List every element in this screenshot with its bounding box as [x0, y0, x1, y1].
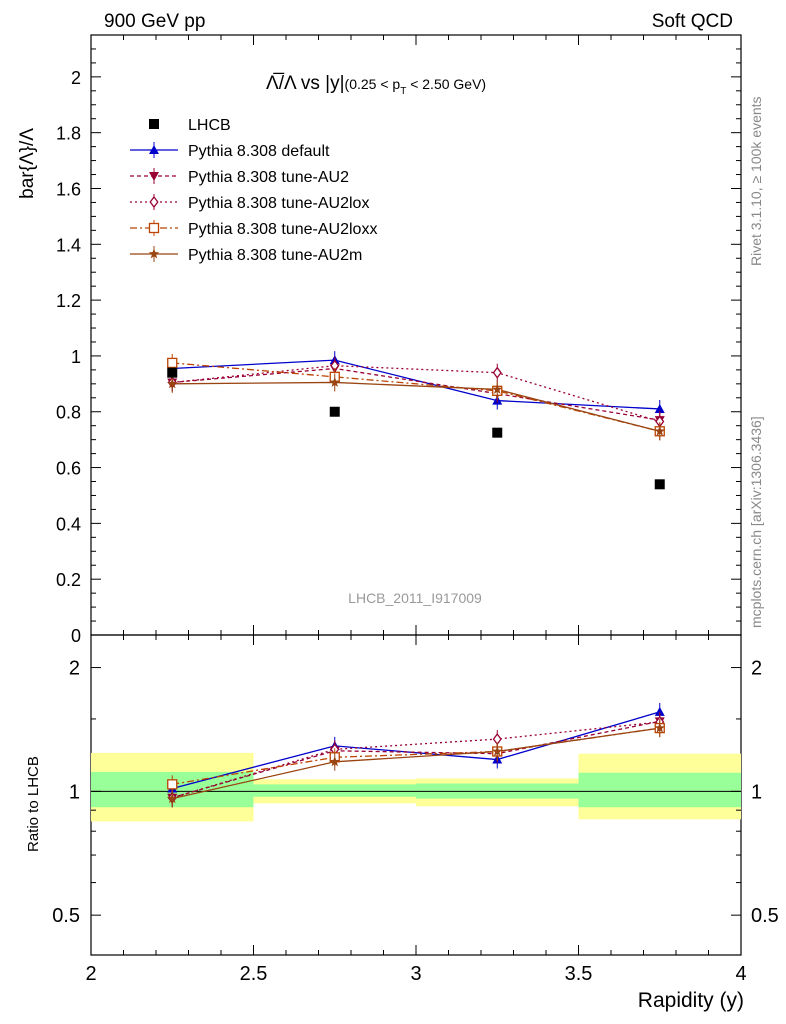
- x-tick-label: 3: [410, 963, 421, 985]
- ratio-y-axis-label: Ratio to LHCB: [25, 756, 42, 852]
- series-point: [492, 383, 503, 394]
- legend-marker: [149, 119, 159, 129]
- legend-label: Pythia 8.308 default: [188, 143, 330, 160]
- rivet-label: Rivet 3.1.10, ≥ 100k events: [748, 96, 764, 266]
- mcplots-label: mcplots.cern.ch [arXiv:1306.3436]: [748, 416, 764, 628]
- legend-label: Pythia 8.308 tune-AU2loxx: [188, 221, 377, 238]
- ratio-point: [167, 779, 178, 790]
- x-tick-label: 4: [735, 963, 746, 985]
- ratio-band-inner: [578, 772, 741, 808]
- ratio-band-inner: [253, 784, 416, 797]
- title-main: Λ̅/Λ vs |y|: [266, 73, 345, 94]
- y-tick-label: 2: [71, 68, 81, 88]
- ratio-tick-label: 2: [751, 658, 762, 680]
- data-point: [167, 367, 178, 378]
- ratio-point: [329, 756, 340, 767]
- y-tick-label: 0.8: [56, 403, 81, 423]
- x-tick-label: 2.5: [240, 963, 268, 985]
- y-tick-label: 0.6: [56, 459, 81, 479]
- y-tick-label: 0.4: [56, 514, 81, 534]
- title-sub: (0.25 < p: [345, 76, 401, 92]
- series-point: [329, 376, 340, 387]
- legend-label: Pythia 8.308 tune-AU2lox: [188, 195, 369, 212]
- series-point: [492, 366, 502, 379]
- title-sub-index: T: [400, 86, 406, 97]
- header-right: Soft QCD: [652, 11, 733, 32]
- y-axis-label: bar{Λ}/Λ: [17, 128, 38, 199]
- ratio-point: [654, 706, 665, 716]
- y-tick-label: 0: [71, 626, 81, 646]
- x-axis-label: Rapidity (y): [638, 989, 744, 1012]
- y-tick-label: 1.6: [56, 179, 81, 199]
- legend-label: LHCB: [188, 117, 231, 134]
- ratio-line-1: [172, 720, 660, 799]
- ratio-point: [654, 722, 665, 733]
- ratio-tick-label: 1: [69, 781, 80, 803]
- y-tick-label: 1.8: [56, 124, 81, 144]
- ratio-point: [167, 793, 178, 804]
- y-tick-label: 1: [71, 347, 81, 367]
- ratio-line-2: [172, 721, 660, 799]
- ratio-tick-label: 0.5: [52, 905, 80, 927]
- y-tick-label: 1.4: [56, 235, 81, 255]
- legend-label: Pythia 8.308 tune-AU2m: [188, 247, 362, 264]
- header-left: 900 GeV pp: [104, 11, 205, 32]
- legend-marker: [148, 222, 160, 234]
- ratio-tick-label: 2: [69, 658, 80, 680]
- data-point: [492, 427, 503, 438]
- series-line-3: [172, 362, 660, 432]
- series-point: [167, 357, 178, 369]
- ratio-tick-label: 1: [751, 781, 762, 803]
- series-point: [654, 425, 665, 436]
- data-point: [329, 406, 340, 417]
- ratio-line-0: [172, 711, 660, 790]
- series-point: [167, 378, 178, 389]
- data-point: [654, 479, 665, 490]
- y-tick-label: 1.2: [56, 291, 81, 311]
- x-tick-label: 2: [85, 963, 96, 985]
- legend: LHCB Pythia 8.308 default Pythia 8.308 tun…: [130, 117, 377, 264]
- series-line-4: [172, 381, 660, 432]
- series-line-0: [172, 359, 660, 410]
- title-sub-tail: < 2.50 GeV): [406, 76, 486, 92]
- legend-marker: [149, 195, 159, 209]
- series-line-1: [172, 367, 660, 421]
- x-tick-label: 3.5: [565, 963, 593, 985]
- series-line-2: [172, 365, 660, 423]
- watermark: LHCB_2011_I917009: [348, 590, 482, 606]
- series-point: [654, 403, 665, 413]
- legend-marker: [148, 248, 160, 259]
- ratio-point: [492, 746, 503, 756]
- legend-marker: [149, 172, 159, 181]
- y-tick-label: 0.2: [56, 570, 81, 590]
- ratio-line-4: [172, 727, 660, 800]
- legend-label: Pythia 8.308 tune-AU2: [188, 169, 349, 186]
- legend-marker: [149, 145, 159, 154]
- ratio-tick-label: 0.5: [751, 905, 779, 927]
- chart-title: Λ̅/Λ vs |y|(0.25 < pT < 2.50 GeV): [266, 73, 486, 97]
